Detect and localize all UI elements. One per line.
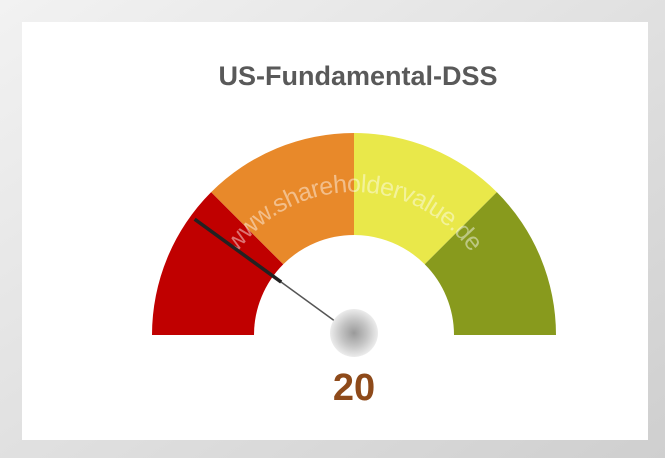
gauge-value: 20 (333, 367, 375, 409)
chart-title: US-Fundamental-DSS (218, 61, 497, 91)
needle-tip (193, 217, 283, 284)
gauge-band (152, 192, 284, 335)
gauge-band (424, 192, 556, 335)
gauge-band (354, 133, 497, 265)
gauge-band (211, 133, 354, 265)
needle-hub (330, 309, 378, 357)
